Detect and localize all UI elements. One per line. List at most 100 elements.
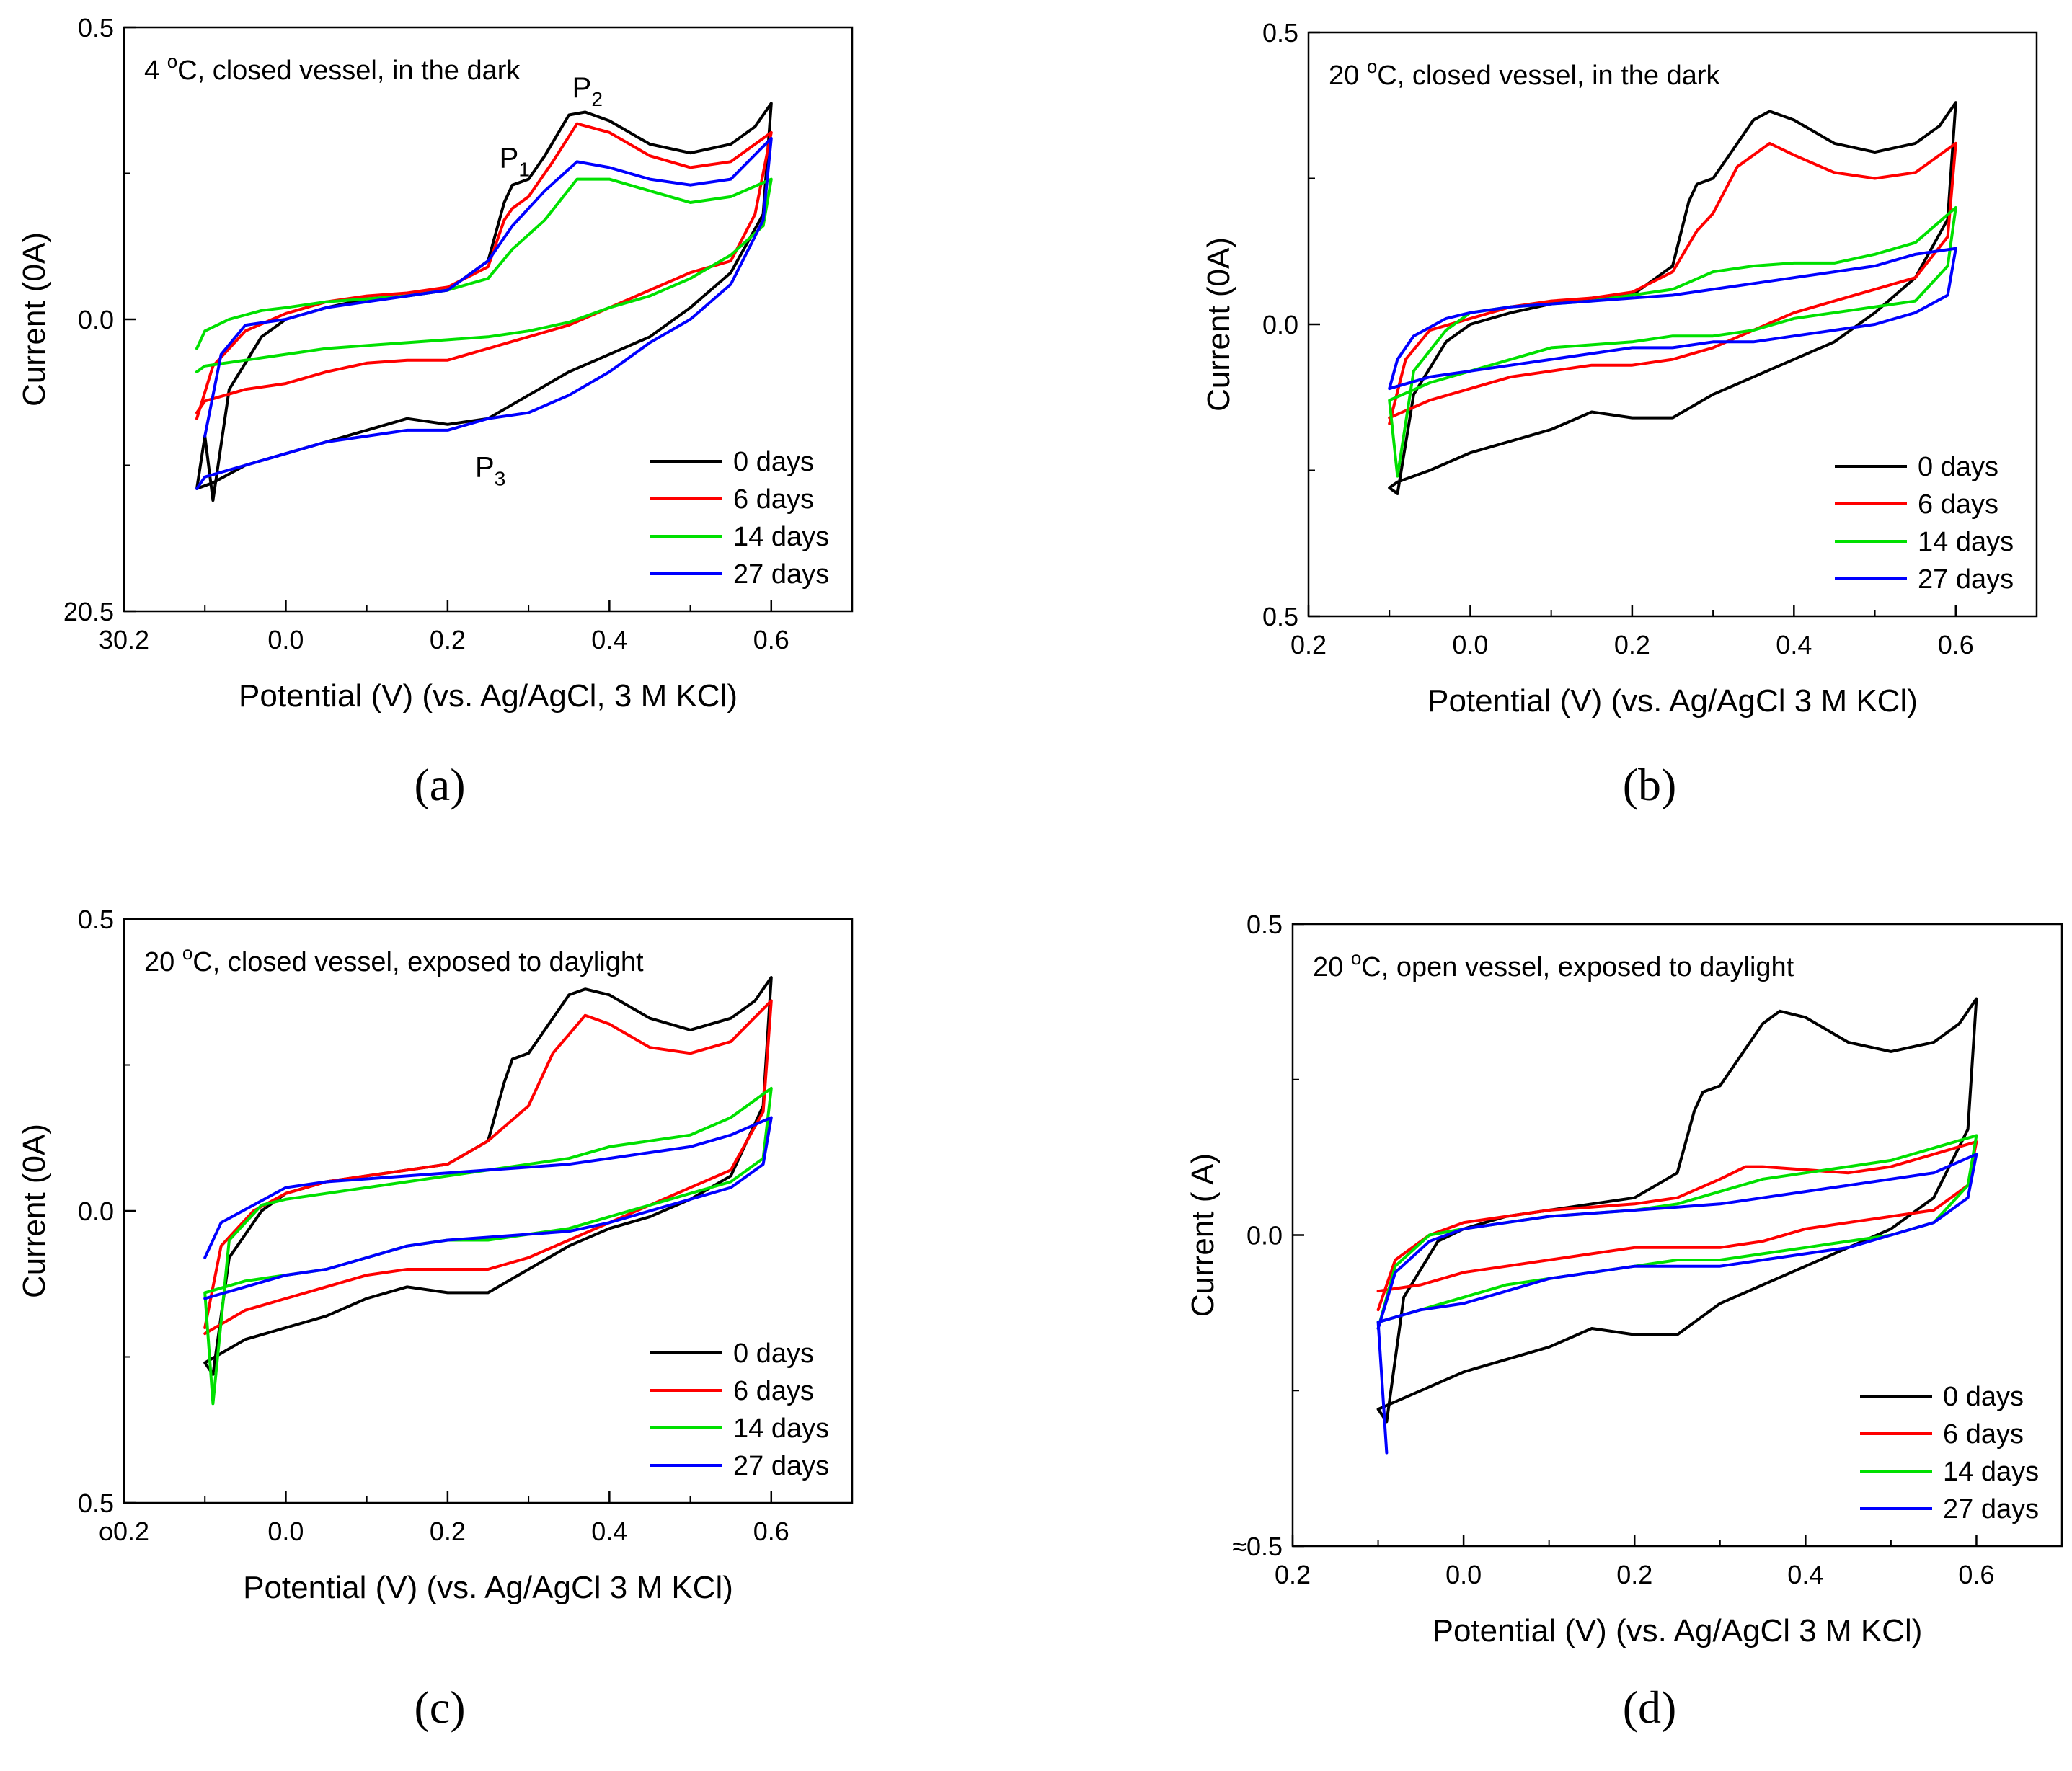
x-tick-label: 0.2 (1616, 1560, 1652, 1589)
condition-temperature: 20 (1329, 61, 1367, 91)
legend-label: 27 days (733, 559, 829, 590)
legend-label: 14 days (1918, 527, 2014, 557)
x-tick-label: 0.2 (1275, 1560, 1311, 1589)
x-tick-label: 0.2 (430, 625, 466, 654)
peak-letter: P (500, 142, 519, 174)
x-tick-label: 0.2 (430, 1517, 466, 1546)
y-axis-label: Current (0A) (17, 1124, 52, 1298)
panel-c: o0.2 0.0 0.2 0.4 0.6 0.5 0.0 0.5 Potential (V) (… (17, 905, 854, 1733)
condition-description: C, closed vessel, in the dark (1377, 61, 1720, 91)
series-line-6-days (195, 122, 773, 420)
panel-b: 0.2 0.0 0.2 0.4 0.6 0.5 0.0 0.5 Potential (V) (v… (1201, 18, 2038, 810)
plot-frame (1291, 923, 2063, 1548)
panel-d: 0.2 0.0 0.2 0.4 0.6 ≈0.5 0.0 0.5 Potential (V) (… (1185, 910, 2063, 1733)
peak-label: P2 (572, 72, 603, 110)
x-tick-label: 0.2 (1614, 630, 1650, 660)
x-tick-label: 0.2 (1290, 630, 1327, 660)
condition-temperature: 20 (1313, 952, 1351, 982)
condition-annotation: 20 oC, open vessel, exposed to daylight (1313, 947, 1794, 982)
y-axis-label: Current ( A) (1185, 1153, 1221, 1317)
y-axis-label: Current (0A) (1201, 237, 1236, 412)
x-axis-label: Potential (V) (vs. Ag/AgCl, 3 M KCl) (239, 678, 738, 714)
x-tick-label: 0.6 (1938, 630, 1974, 660)
legend-label: 14 days (1943, 1457, 2039, 1487)
condition-annotation: 20 oC, closed vessel, exposed to dayligh… (144, 942, 644, 977)
x-tick-label: 0.4 (1787, 1560, 1823, 1589)
x-tick-label: o0.2 (99, 1517, 149, 1546)
legend-label: 0 days (1943, 1382, 2024, 1412)
x-axis-label: Potential (V) (vs. Ag/AgCl 3 M KCl) (1433, 1613, 1923, 1648)
y-tick-label: 0.5 (1262, 18, 1298, 48)
legend-label: 6 days (1918, 489, 1998, 520)
series-line-27-days (1376, 1153, 1978, 1455)
peak-letter: P (572, 72, 592, 104)
peak-subscript: 2 (591, 88, 603, 110)
legend-label: 0 days (1918, 452, 1998, 482)
series-line-27-days (195, 136, 773, 490)
y-tick-label: 0.0 (78, 1197, 114, 1226)
y-tick-label: 0.0 (1247, 1221, 1283, 1251)
y-tick-label: 0.5 (78, 905, 114, 934)
peak-subscript: 3 (495, 468, 506, 490)
x-tick-label: 0.0 (267, 625, 304, 654)
x-tick-label: 0.6 (753, 1517, 789, 1546)
y-tick-label: 0.5 (78, 1488, 114, 1518)
y-tick-label: 0.5 (1247, 910, 1283, 939)
series-line-0-days (203, 976, 773, 1376)
peak-subscript: 1 (518, 158, 530, 180)
x-tick-label: 0.4 (1776, 630, 1812, 660)
degree-symbol: o (182, 942, 192, 964)
degree-symbol: o (1367, 56, 1377, 77)
condition-temperature: 4 (144, 56, 167, 86)
x-axis-label: Potential (V) (vs. Ag/AgCl 3 M KCl) (1427, 683, 1918, 719)
condition-description: C, open vessel, exposed to daylight (1361, 952, 1794, 982)
x-tick-label: 0.6 (1958, 1560, 1994, 1589)
x-tick-label: 0.0 (1452, 630, 1488, 660)
x-tick-label: 0.0 (1445, 1560, 1482, 1589)
x-axis-label: Potential (V) (vs. Ag/AgCl 3 M KCl) (243, 1570, 733, 1605)
legend-label: 14 days (733, 1413, 829, 1444)
peak-label: P1 (500, 142, 530, 180)
peak-label: P3 (475, 452, 505, 490)
legend-label: 27 days (733, 1451, 829, 1481)
x-tick-label: 30.2 (99, 625, 149, 654)
series-line-0-days (1376, 997, 1978, 1424)
x-tick-label: 0.4 (591, 625, 627, 654)
panel-label: (b) (1623, 759, 1677, 810)
series-line-27-days (1388, 247, 1957, 391)
series-line-6-days (203, 999, 773, 1336)
legend-label: 0 days (733, 1339, 814, 1369)
condition-annotation: 20 oC, closed vessel, in the dark (1329, 56, 1721, 91)
series-line-6-days (1376, 1140, 1978, 1312)
condition-description: C, closed vessel, exposed to daylight (192, 947, 644, 977)
condition-annotation: 4 oC, closed vessel, in the dark (144, 50, 521, 86)
y-tick-label: ≈0.5 (1232, 1532, 1283, 1561)
y-tick-label: 0.5 (78, 13, 114, 43)
legend-label: 6 days (1943, 1419, 2024, 1450)
series-line-0-days (195, 102, 773, 502)
y-tick-label: 20.5 (63, 597, 114, 626)
panel-a: 30.2 0.0 0.2 0.4 0.6 20.5 0.0 0.5 Potential (V) … (17, 13, 854, 810)
degree-symbol: o (167, 50, 177, 72)
series-line-6-days (1388, 141, 1957, 425)
legend-label: 6 days (733, 484, 814, 515)
panel-label: (c) (414, 1682, 465, 1733)
x-tick-label: 0.4 (591, 1517, 627, 1546)
series-line-0-days (1388, 101, 1957, 495)
y-tick-label: 0.0 (78, 305, 114, 334)
y-tick-label: 0.0 (1262, 310, 1298, 339)
series-line-14-days (1388, 206, 1957, 478)
y-tick-label: 0.5 (1262, 602, 1298, 631)
legend-label: 27 days (1943, 1494, 2039, 1524)
panel-label: (d) (1623, 1682, 1677, 1733)
legend-label: 0 days (733, 447, 814, 477)
series-line-27-days (203, 1116, 773, 1300)
condition-temperature: 20 (144, 947, 182, 977)
legend-label: 6 days (733, 1376, 814, 1406)
peak-letter: P (475, 452, 495, 484)
degree-symbol: o (1351, 947, 1361, 969)
panel-label: (a) (414, 759, 465, 810)
y-axis-label: Current (0A) (17, 232, 52, 407)
legend-label: 27 days (1918, 564, 2014, 595)
